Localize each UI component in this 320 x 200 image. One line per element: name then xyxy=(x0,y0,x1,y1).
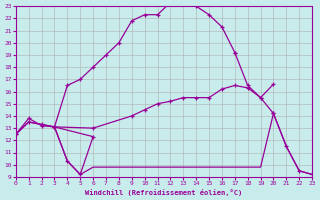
X-axis label: Windchill (Refroidissement éolien,°C): Windchill (Refroidissement éolien,°C) xyxy=(85,189,243,196)
